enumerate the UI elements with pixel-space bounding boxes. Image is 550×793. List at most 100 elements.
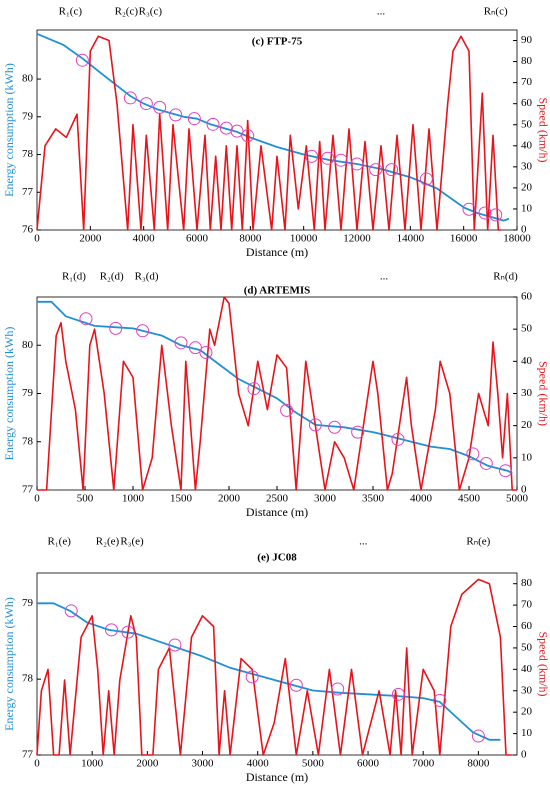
plot-frame <box>36 29 518 231</box>
x-tick-label: 1000 <box>81 758 104 770</box>
marker-circle <box>479 456 493 470</box>
x-tick-label: 6000 <box>357 758 380 770</box>
y-tick-label: 77 <box>22 186 34 198</box>
x-tick-label: 500 <box>77 493 94 505</box>
marker-circle <box>462 202 476 216</box>
x-tick-label: 0 <box>34 758 40 770</box>
x-tick-label: 3500 <box>362 493 385 505</box>
chart-title: (d) ARTEMIS <box>244 285 311 297</box>
marker-circle <box>121 625 135 639</box>
speed-line <box>37 296 517 491</box>
y-tick-label: 77 <box>22 749 34 761</box>
y2-tick-label: 70 <box>521 599 533 611</box>
x-tick-label: 2000 <box>79 233 102 245</box>
region-label: R₁(e) <box>48 536 72 548</box>
marker-circle <box>489 208 503 222</box>
marker-circle <box>64 604 78 618</box>
y2-tick-label: 60 <box>521 97 533 109</box>
y2-axis-label: Speed (km/h) <box>536 98 550 163</box>
x-tick-label: 3000 <box>192 758 215 770</box>
energy-line <box>36 32 510 222</box>
marker-circle <box>136 324 150 338</box>
y-axis-label: Energy consumption (kWh) <box>2 63 16 197</box>
x-tick-label: 4000 <box>247 758 270 770</box>
region-label: R₂(c) <box>115 6 139 18</box>
region-label: R₁(c) <box>59 6 83 18</box>
marker-circle <box>289 678 303 692</box>
x-tick-label: 12000 <box>343 233 371 245</box>
x-tick-label: 10000 <box>290 233 318 245</box>
marker-circle <box>369 163 383 177</box>
marker-circle <box>471 729 485 743</box>
x-tick-label: 5000 <box>302 758 325 770</box>
region-label: R₂(d) <box>100 271 124 283</box>
plot-frame <box>36 572 518 756</box>
x-tick-label: 3000 <box>314 493 337 505</box>
x-axis-label: Distance (m) <box>246 770 308 784</box>
y2-tick-label: 30 <box>521 160 533 172</box>
y2-tick-label: 40 <box>521 355 533 367</box>
marker-circle <box>321 151 335 165</box>
x-tick-label: 8000 <box>467 758 490 770</box>
x-tick-label: 2000 <box>136 758 159 770</box>
y-tick-label: 80 <box>22 73 34 85</box>
marker-circle <box>350 157 364 171</box>
x-tick-label: 0 <box>34 233 40 245</box>
marker-circle <box>334 153 348 167</box>
y2-tick-label: 50 <box>521 323 533 335</box>
x-tick-label: 6000 <box>186 233 209 245</box>
y2-tick-label: 10 <box>521 727 533 739</box>
region-label: R₁(d) <box>62 271 86 283</box>
marker-circle <box>104 623 118 637</box>
speed-line <box>36 578 512 756</box>
region-label: Rₙ(d) <box>493 271 518 283</box>
marker-circle <box>351 425 365 439</box>
x-tick-label: 5000 <box>506 493 529 505</box>
chart-title: (e) JC08 <box>257 552 297 564</box>
marker-circle <box>174 336 188 350</box>
y2-tick-label: 0 <box>521 224 527 236</box>
marker-circle <box>328 420 342 434</box>
region-label: R₃(e) <box>120 536 144 548</box>
y2-tick-label: 10 <box>521 451 533 463</box>
y2-axis-label: Speed (km/h) <box>536 361 550 426</box>
y-tick-label: 76 <box>22 224 34 236</box>
y-tick-label: 79 <box>22 110 34 122</box>
marker-circle <box>206 117 220 131</box>
marker-circle <box>331 682 345 696</box>
y2-tick-label: 90 <box>521 34 533 46</box>
marker-circle <box>139 97 153 111</box>
y-tick-label: 78 <box>22 673 34 685</box>
marker-circle <box>109 321 123 335</box>
marker-circle <box>305 149 319 163</box>
y-tick-label: 79 <box>22 387 34 399</box>
region-label: R₃(c) <box>139 6 163 18</box>
marker-circle <box>188 341 202 355</box>
marker-circle <box>478 206 492 220</box>
marker-circle <box>280 403 294 417</box>
region-label: ... <box>380 271 389 283</box>
x-axis-label: Distance (m) <box>246 245 308 259</box>
region-label: R₃(d) <box>135 271 159 283</box>
y2-tick-label: 30 <box>521 684 533 696</box>
region-label: ... <box>377 6 386 18</box>
marker-circle <box>308 418 322 432</box>
y2-tick-label: 30 <box>521 387 533 399</box>
x-tick-label: 0 <box>34 493 40 505</box>
y2-tick-label: 0 <box>521 749 527 761</box>
x-tick-label: 14000 <box>397 233 425 245</box>
marker-circle <box>385 163 399 177</box>
y2-tick-label: 50 <box>521 118 533 130</box>
x-tick-label: 4500 <box>458 493 481 505</box>
y-axis-label: Energy consumption (kWh) <box>2 327 16 461</box>
y-tick-label: 78 <box>22 435 34 447</box>
marker-circle <box>391 432 405 446</box>
marker-circle <box>498 464 512 478</box>
y2-tick-label: 40 <box>521 139 533 151</box>
speed-line <box>36 35 501 231</box>
marker-circle <box>241 129 255 143</box>
y2-tick-label: 20 <box>521 419 533 431</box>
y2-tick-label: 60 <box>521 620 533 632</box>
y2-tick-label: 10 <box>521 202 533 214</box>
